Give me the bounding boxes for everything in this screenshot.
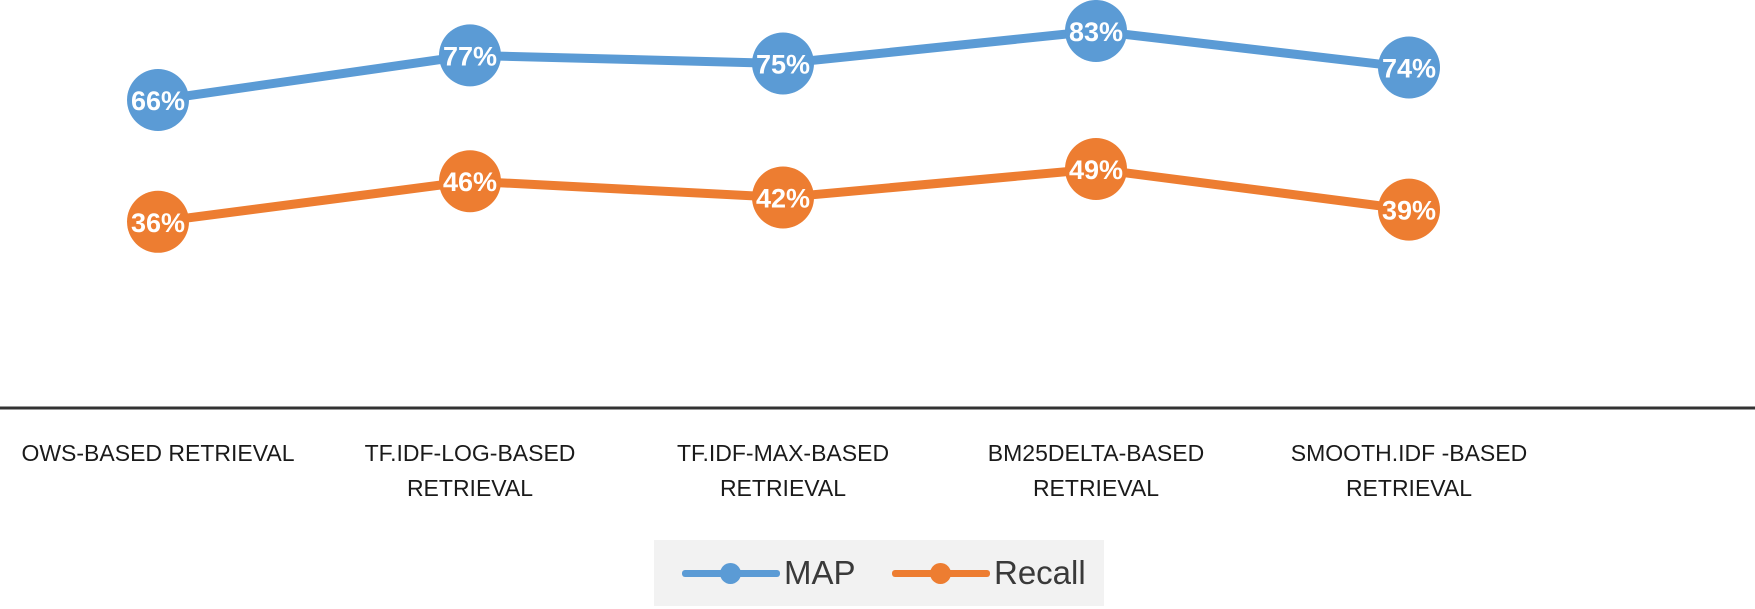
legend-item-map: MAP [682, 540, 856, 606]
legend-swatch-map [682, 556, 780, 590]
data-label-map-0: 66% [131, 86, 185, 116]
legend-label-recall: Recall [994, 554, 1086, 591]
category-label-ows: OWS-BASED RETRIEVAL [21, 440, 295, 466]
data-point-map-4 [1378, 36, 1440, 99]
data-label-map-3: 83% [1069, 17, 1123, 47]
category-label-tfidf-max: TF.IDF-MAX-BASED RETRIEVAL [676, 440, 890, 501]
legend-marker-recall [930, 563, 951, 584]
category-label-bm25delta: BM25DELTA-BASED RETRIEVAL [987, 440, 1205, 501]
data-label-recall-0: 36% [131, 208, 185, 238]
chart-legend: MAP Recall [654, 540, 1104, 606]
data-label-map-1: 77% [443, 41, 497, 71]
data-point-recall-3 [1065, 138, 1127, 201]
data-point-recall-0 [127, 190, 189, 253]
data-point-map-0 [127, 69, 189, 131]
data-point-map-1 [439, 24, 501, 87]
legend-label-map: MAP [784, 554, 856, 591]
data-point-recall-2 [752, 166, 814, 229]
data-label-map-4: 74% [1382, 54, 1436, 84]
data-point-recall-1 [439, 150, 501, 213]
data-point-recall-4 [1378, 178, 1440, 241]
category-label-tfidf-log: TF.IDF-LOG-BASED RETRIEVAL [364, 440, 576, 501]
data-point-map-2 [752, 32, 814, 95]
data-label-recall-1: 46% [443, 167, 497, 197]
legend-marker-map [720, 563, 741, 584]
data-label-recall-4: 39% [1382, 196, 1436, 226]
legend-item-recall: Recall [892, 540, 1086, 606]
legend-swatch-recall [892, 556, 990, 590]
data-point-map-3 [1065, 0, 1127, 62]
data-label-recall-3: 49% [1069, 155, 1123, 185]
data-label-map-2: 75% [756, 49, 810, 79]
category-label-smooth-idf: SMOOTH.IDF -BASED RETRIEVAL [1290, 440, 1528, 501]
data-label-recall-2: 42% [756, 183, 810, 213]
